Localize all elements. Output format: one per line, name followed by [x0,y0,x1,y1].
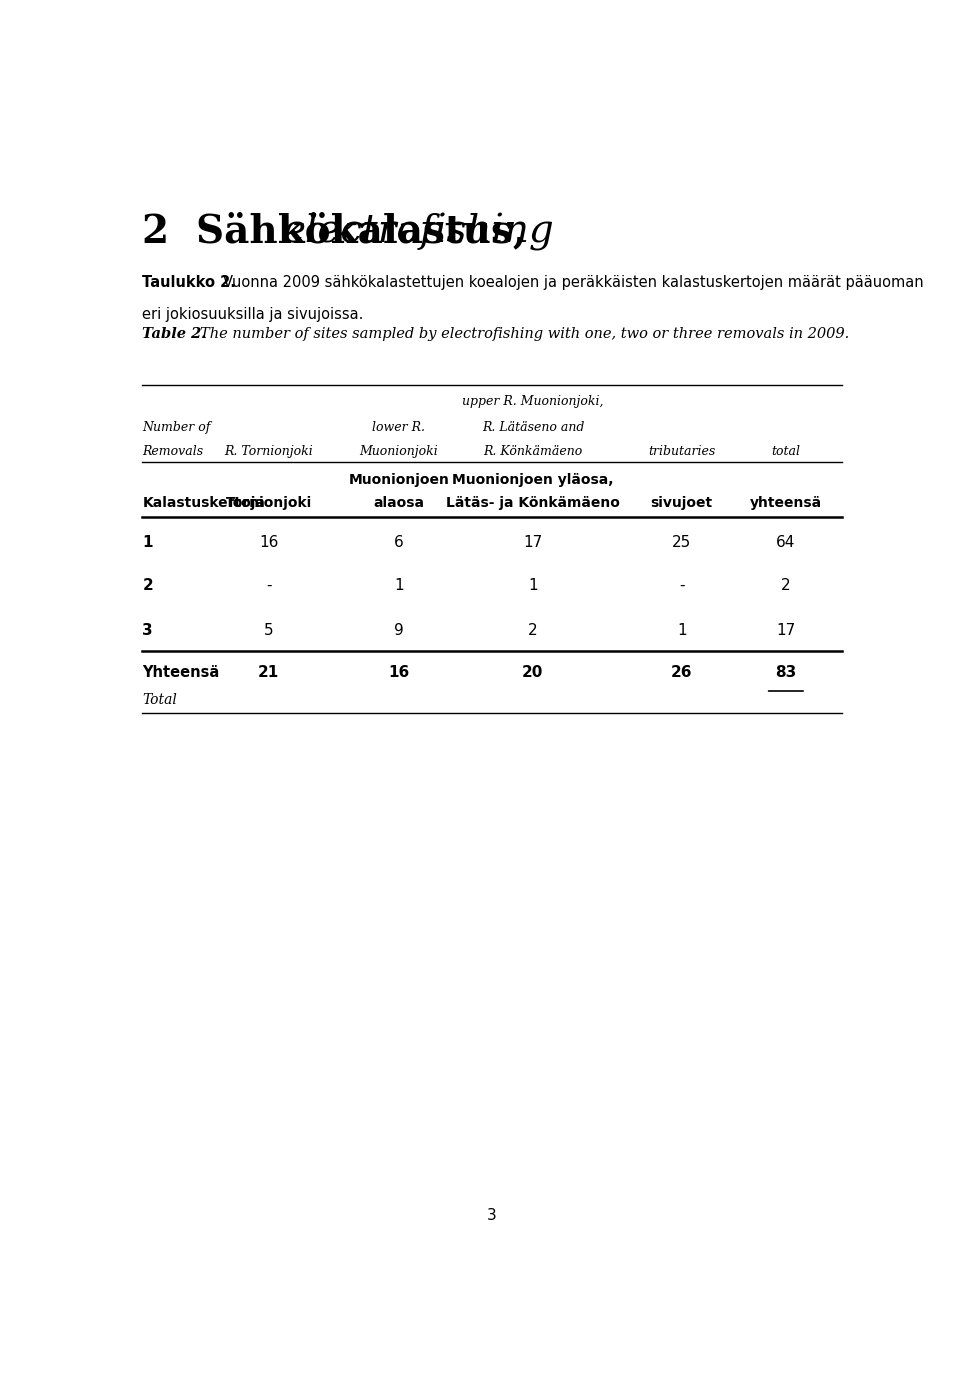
Text: upper R. Muonionjoki,: upper R. Muonionjoki, [462,395,604,409]
Text: lower R.: lower R. [372,422,425,434]
Text: Kalastuskertoja: Kalastuskertoja [142,497,265,511]
Text: 2  Sähkökalastus,: 2 Sähkökalastus, [142,212,540,251]
Text: 1: 1 [528,578,538,593]
Text: Yhteensä: Yhteensä [142,666,220,680]
Text: -: - [266,578,272,593]
Text: 5: 5 [264,623,274,638]
Text: sivujoet: sivujoet [651,497,712,511]
Text: Table 2.: Table 2. [142,327,206,341]
Text: eri jokiosuuksilla ja sivujoissa.: eri jokiosuuksilla ja sivujoissa. [142,307,364,322]
Text: Total: Total [142,694,178,708]
Text: 3: 3 [487,1208,497,1223]
Text: tributaries: tributaries [648,445,715,458]
Text: 9: 9 [395,623,404,638]
Text: yhteensä: yhteensä [750,497,822,511]
Text: 17: 17 [777,623,796,638]
Text: 20: 20 [522,666,543,680]
Text: 2: 2 [528,623,538,638]
Text: 3: 3 [142,623,153,638]
Text: Muonionjoen yläosa,: Muonionjoen yläosa, [452,473,613,487]
Text: 2: 2 [781,578,791,593]
Text: Number of: Number of [142,422,210,434]
Text: Muonionjoen: Muonionjoen [348,473,449,487]
Text: 83: 83 [776,666,797,680]
Text: Muonionjoki: Muonionjoki [360,445,439,458]
Text: 21: 21 [258,666,279,680]
Text: The number of sites sampled by electrofishing with one, two or three removals in: The number of sites sampled by electrofi… [201,327,850,341]
Text: Lätäs- ja Könkämäeno: Lätäs- ja Könkämäeno [446,497,620,511]
Text: 16: 16 [389,666,410,680]
Text: 1: 1 [395,578,404,593]
Text: electrofishing: electrofishing [282,212,554,251]
Text: Vuonna 2009 sähkökalastettujen koealojen ja peräkkäisten kalastuskertojen määrät: Vuonna 2009 sähkökalastettujen koealojen… [223,275,924,290]
Text: 17: 17 [523,535,542,550]
Text: 25: 25 [672,535,691,550]
Text: 1: 1 [677,623,686,638]
Text: Removals: Removals [142,445,204,458]
Text: 16: 16 [259,535,278,550]
Text: 6: 6 [395,535,404,550]
Text: R. Könkämäeno: R. Könkämäeno [483,445,583,458]
Text: -: - [679,578,684,593]
Text: R. Tornionjoki: R. Tornionjoki [225,445,313,458]
Text: 1: 1 [142,535,153,550]
Text: Taulukko 2.: Taulukko 2. [142,275,236,290]
Text: alaosa: alaosa [373,497,424,511]
Text: 2: 2 [142,578,153,593]
Text: 64: 64 [777,535,796,550]
Text: Tornionjoki: Tornionjoki [226,497,312,511]
Text: total: total [772,445,801,458]
Text: 26: 26 [671,666,692,680]
Text: R. Lätäseno and: R. Lätäseno and [482,422,584,434]
